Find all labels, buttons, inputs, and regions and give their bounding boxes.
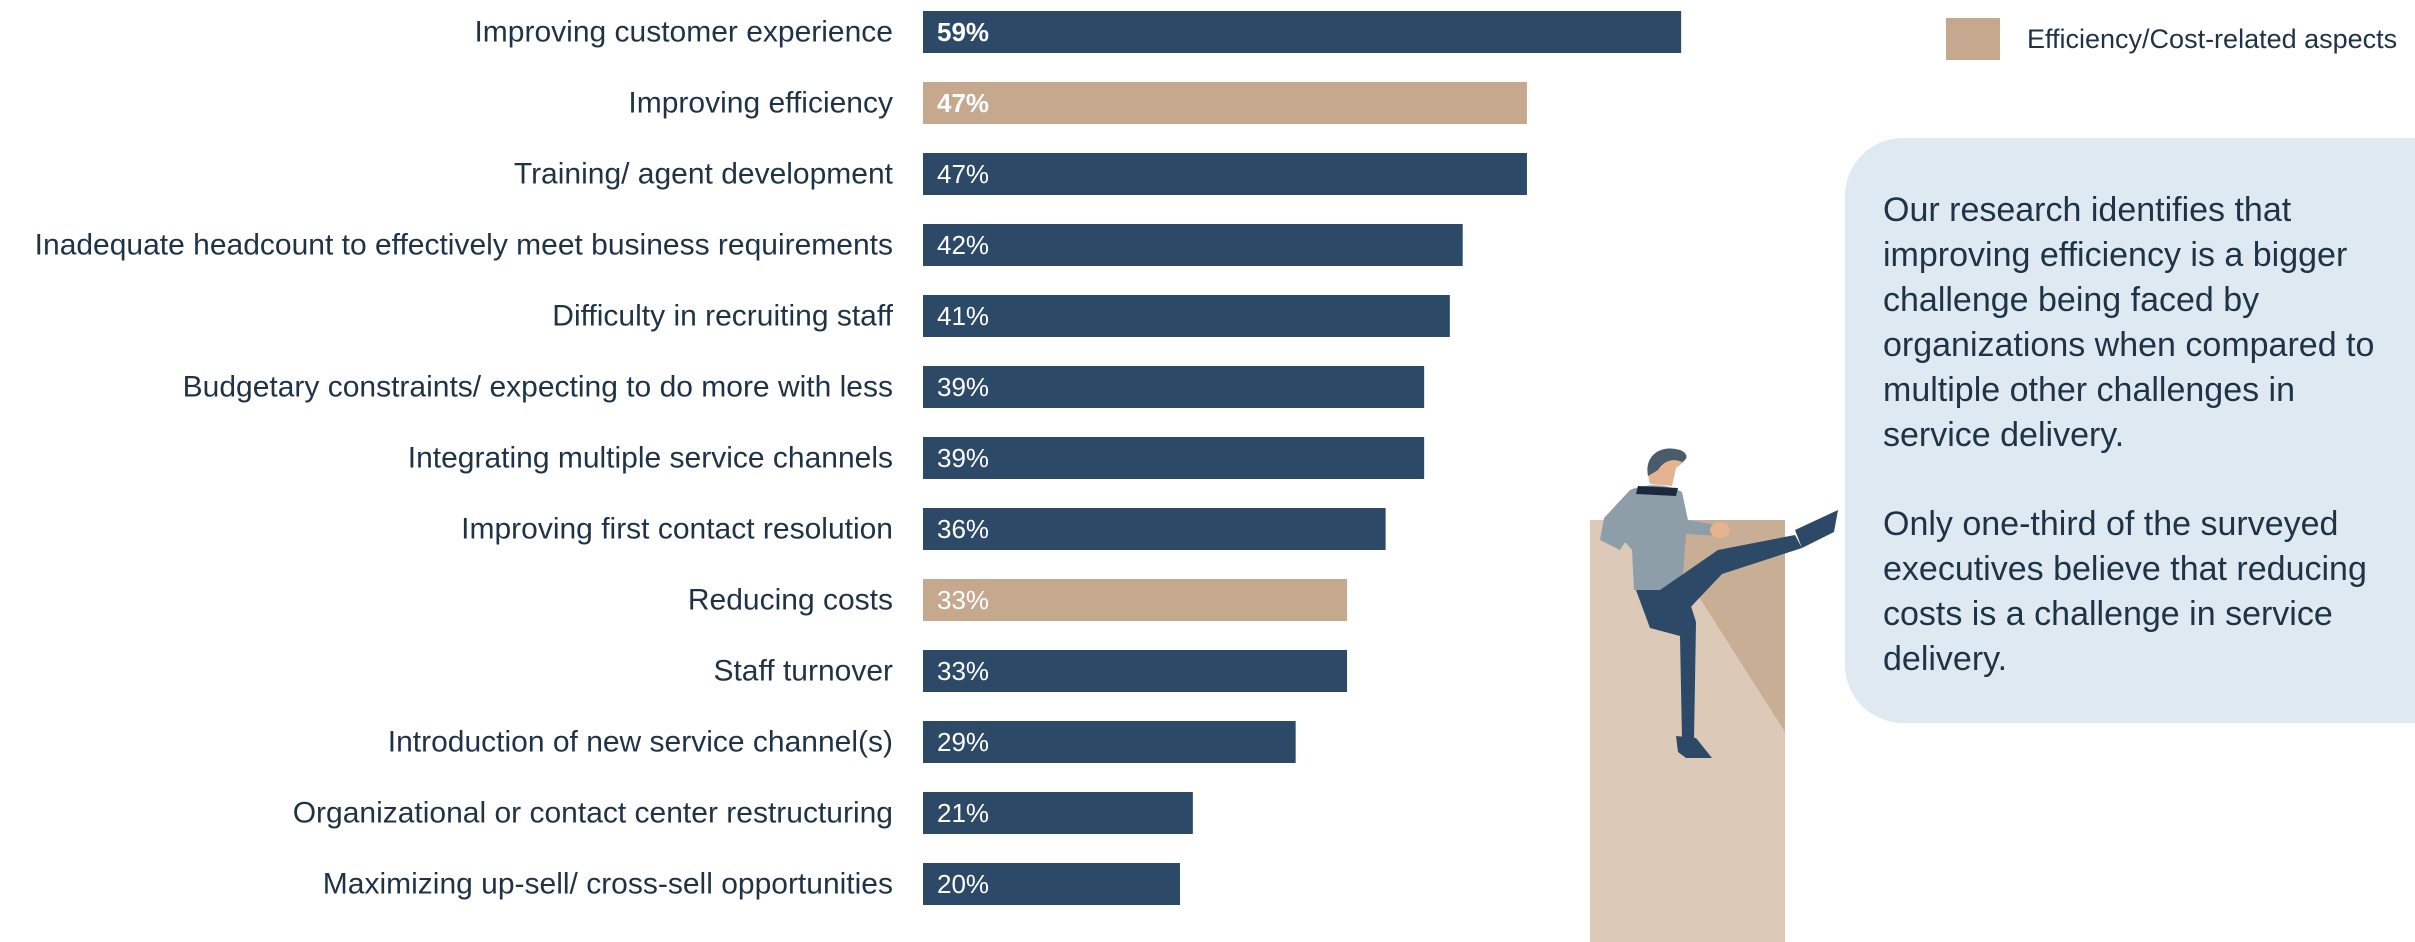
- category-label: Inadequate headcount to effectively meet…: [35, 229, 893, 262]
- bar: [923, 224, 1463, 266]
- bar-chart: Improving customer experience 59% Improvin…: [35, 11, 1682, 905]
- category-label: Reducing costs: [688, 584, 893, 617]
- callout-paragraph-1: Our research identifies that improving e…: [1883, 191, 2375, 454]
- bar: [923, 508, 1386, 550]
- climbing-person-illustration: [1590, 448, 1838, 942]
- value-label: 39%: [937, 443, 989, 473]
- legend-swatch: [1946, 18, 2000, 60]
- person-hand: [1710, 522, 1730, 538]
- person-standing-leg: [1636, 590, 1696, 740]
- bar: [923, 11, 1682, 53]
- value-label: 39%: [937, 372, 989, 402]
- category-label: Difficulty in recruiting staff: [552, 300, 893, 333]
- callout-paragraph-2: Only one-third of the surveyed executive…: [1883, 505, 2367, 678]
- person-scarf: [1636, 486, 1678, 496]
- person-hair: [1647, 448, 1687, 476]
- category-label: Improving efficiency: [628, 87, 893, 120]
- person-standing-foot: [1676, 736, 1712, 758]
- value-label: 33%: [937, 585, 989, 615]
- bar: [923, 579, 1348, 621]
- pillar-shadow: [1650, 520, 1785, 732]
- person-torso: [1604, 485, 1722, 590]
- value-label: 47%: [937, 88, 989, 118]
- value-label: 20%: [937, 869, 989, 899]
- category-label: Improving first contact resolution: [461, 513, 893, 546]
- value-label: 59%: [937, 17, 989, 47]
- bar: [923, 863, 1180, 905]
- callout-box: Our research identifies that improving e…: [1845, 138, 2415, 723]
- bar: [923, 82, 1527, 124]
- category-label: Training/ agent development: [514, 158, 894, 191]
- value-label: 36%: [937, 514, 989, 544]
- legend-label: Efficiency/Cost-related aspects: [2027, 23, 2398, 54]
- category-label: Staff turnover: [713, 655, 893, 688]
- legend: Efficiency/Cost-related aspects: [1946, 18, 2397, 60]
- category-label: Maximizing up-sell/ cross-sell opportuni…: [323, 868, 893, 901]
- bar: [923, 153, 1527, 195]
- person-left-arm: [1600, 518, 1630, 550]
- bar: [923, 437, 1425, 479]
- category-label: Integrating multiple service channels: [408, 442, 893, 475]
- value-label: 41%: [937, 301, 989, 331]
- bar: [923, 792, 1193, 834]
- bar: [923, 295, 1450, 337]
- value-label: 21%: [937, 798, 989, 828]
- bar: [923, 366, 1425, 408]
- category-label: Introduction of new service channel(s): [388, 726, 893, 759]
- bar: [923, 721, 1296, 763]
- value-label: 33%: [937, 656, 989, 686]
- bar: [923, 650, 1348, 692]
- value-label: 42%: [937, 230, 989, 260]
- person-kicking-leg: [1660, 535, 1802, 612]
- category-label: Budgetary constraints/ expecting to do m…: [183, 371, 893, 404]
- value-label: 29%: [937, 727, 989, 757]
- value-label: 47%: [937, 159, 989, 189]
- person-kicking-foot: [1795, 510, 1838, 548]
- category-label: Improving customer experience: [474, 16, 893, 49]
- category-label: Organizational or contact center restruc…: [293, 797, 893, 830]
